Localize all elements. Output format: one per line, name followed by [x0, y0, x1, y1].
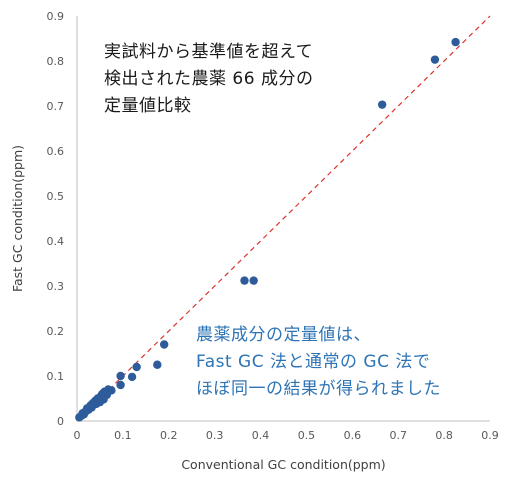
annotation-title-line: 検出された農薬 66 成分の	[104, 69, 313, 89]
x-tick-label: 0.9	[481, 429, 499, 442]
data-point	[153, 360, 162, 369]
x-tick-label: 0.1	[114, 429, 132, 442]
data-point	[240, 276, 249, 285]
data-point	[377, 100, 387, 109]
x-tick-label: 0.8	[435, 429, 453, 442]
annotation-title: 実試料から基準値を超えて検出された農薬 66 成分の定量値比較	[104, 42, 313, 116]
data-point	[127, 372, 137, 382]
x-tick-label: 0.3	[206, 429, 224, 442]
annotation-title-line: 実試料から基準値を超えて	[104, 42, 313, 62]
reference-line	[76, 15, 491, 422]
y-tick-label: 0.5	[47, 190, 65, 203]
annotation-conclusion-line: 農薬成分の定量値は、	[196, 325, 371, 345]
y-tick-label: 0.4	[47, 235, 65, 248]
data-point	[132, 362, 141, 372]
y-tick-label: 0.1	[47, 370, 65, 383]
annotation-conclusion-line: Fast GC 法と通常の GC 法で	[196, 352, 430, 372]
data-points	[75, 37, 460, 422]
y-tick-label: 0.8	[47, 55, 65, 68]
x-axis-title: Conventional GC condition(ppm)	[181, 457, 385, 472]
axes	[76, 16, 490, 422]
reference-line-group	[76, 15, 491, 422]
y-tick-label: 0.9	[47, 10, 65, 23]
y-tick-label: 0	[57, 415, 64, 428]
y-tick-label: 0.6	[47, 145, 65, 158]
x-tick-label: 0	[74, 429, 81, 442]
y-axis-title: Fast GC condition(ppm)	[10, 145, 25, 292]
data-point	[116, 380, 125, 390]
annotations: 実試料から基準値を超えて検出された農薬 66 成分の定量値比較農薬成分の定量値は…	[104, 42, 441, 399]
tick-labels: 0 0.1 0.2 0.3 0.4 0.5 0.6 0.7 0.8 0.9 0 0.1 0.2 0.3 0.…	[47, 10, 499, 442]
annotation-conclusion: 農薬成分の定量値は、 Fast GC 法と通常の GC 法でほぼ同一の結果が得られ…	[196, 325, 441, 399]
y-tick-label: 0.2	[47, 325, 65, 338]
y-tick-label: 0.3	[47, 280, 65, 293]
data-point	[107, 386, 116, 395]
data-point	[159, 340, 169, 349]
x-tick-label: 0.7	[389, 429, 407, 442]
x-tick-label: 0.4	[252, 429, 270, 442]
data-point	[430, 55, 440, 64]
data-point	[249, 276, 258, 285]
annotation-conclusion-line: ほぼ同一の結果が得られました	[196, 379, 441, 399]
x-tick-label: 0.6	[344, 429, 362, 442]
data-point	[451, 37, 460, 47]
annotation-title-line: 定量値比較	[104, 96, 192, 116]
x-tick-label: 0.2	[160, 429, 178, 442]
data-point	[116, 371, 125, 381]
x-tick-label: 0.5	[298, 429, 316, 442]
y-tick-label: 0.7	[47, 100, 65, 113]
